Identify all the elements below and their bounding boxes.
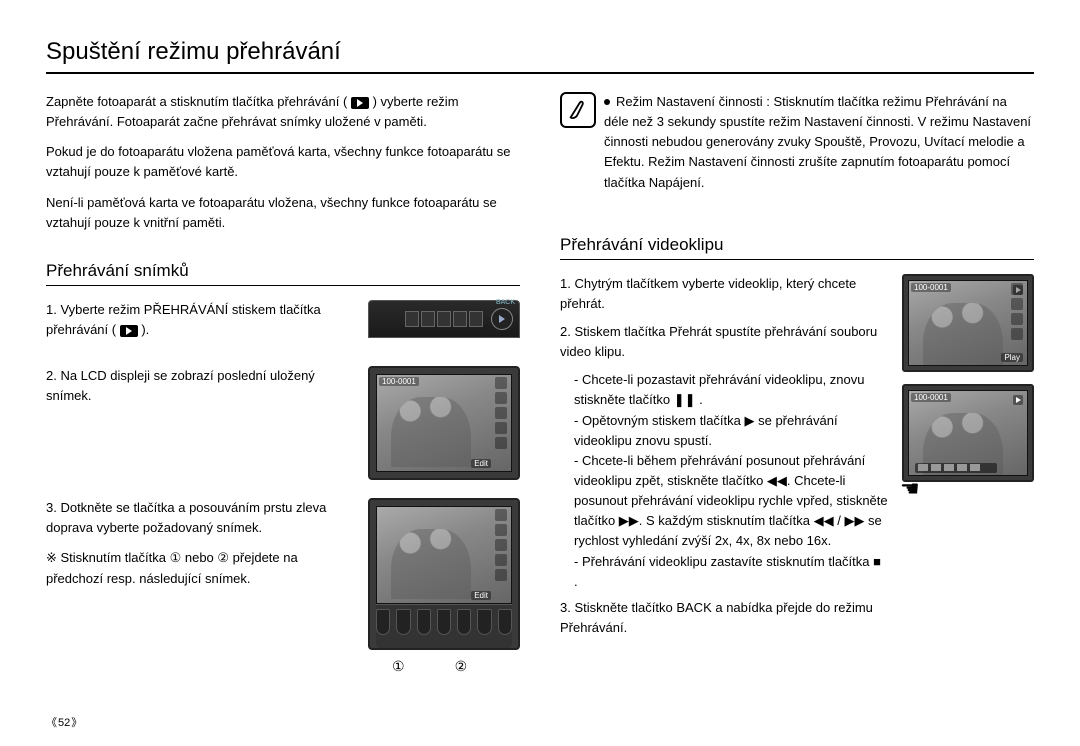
file-number-label: 100-0001: [379, 377, 419, 386]
note-icon: [560, 92, 596, 128]
lcd-preview-1: 100-0001 Edit: [368, 366, 520, 480]
video-step2: 2. Stiskem tlačítka Přehrát spustíte pře…: [560, 322, 888, 362]
file-number-label: 100-0001: [911, 393, 951, 402]
file-number-label: 100-0001: [911, 283, 951, 292]
intro-p1: Zapněte fotoaparát a stisknutím tlačítka…: [46, 92, 520, 132]
video-steps: 1. Chytrým tlačítkem vyberte videoklip, …: [560, 274, 888, 646]
note-box: Režim Nastavení činnosti : Stisknutím tl…: [560, 92, 1034, 193]
intro-block: Zapněte fotoaparát a stisknutím tlačítka…: [46, 92, 520, 233]
section-heading-images: Přehrávání snímků: [46, 261, 520, 286]
back-label: BACK: [496, 299, 515, 306]
left-column: Zapněte fotoaparát a stisknutím tlačítka…: [46, 92, 520, 693]
video-scrub-bar: [915, 463, 997, 473]
video-step1: 1. Chytrým tlačítkem vyberte videoklip, …: [560, 274, 888, 314]
note-text: Režim Nastavení činnosti : Stisknutím tl…: [604, 94, 1031, 190]
playback-icon: [120, 325, 138, 337]
intro-p2: Pokud je do fotoaparátu vložena paměťová…: [46, 142, 520, 182]
edit-label: Edit: [471, 591, 491, 600]
video-lcd-2: 100-0001 ☚: [902, 384, 1034, 482]
intro-p1a: Zapněte fotoaparát a stisknutím tlačítka…: [46, 94, 351, 109]
step-note-text: ※ Stisknutím tlačítka ① nebo ② přejdete …: [46, 548, 354, 588]
play-circle-icon: [491, 308, 513, 330]
right-column: Režim Nastavení činnosti : Stisknutím tl…: [560, 92, 1034, 693]
page-number: 52: [46, 714, 82, 730]
hand-cursor-icon: ☚: [900, 476, 920, 502]
play-label: Play: [1001, 353, 1023, 362]
video-step2b: - Opětovným stiskem tlačítka ▶ se přehrá…: [560, 411, 888, 451]
video-step2d: - Přehrávání videoklipu zastavíte stiskn…: [560, 552, 888, 592]
video-step2a: - Chcete-li pozastavit přehrávání videok…: [560, 370, 888, 410]
step1-text: 1. Vyberte režim PŘEHRÁVÁNÍ stiskem tlač…: [46, 300, 354, 340]
intro-p3: Není-li paměťová karta ve fotoaparátu vl…: [46, 193, 520, 233]
play-tri-icon: [1013, 395, 1023, 405]
camera-top-strip: BACK: [368, 300, 520, 338]
video-step2c: - Chcete-li během přehrávání posunout př…: [560, 451, 888, 552]
page-title: Spuštění režimu přehrávání: [46, 38, 1034, 74]
section-heading-video: Přehrávání videoklipu: [560, 235, 1034, 260]
video-lcd-1: 100-0001 Play: [902, 274, 1034, 372]
video-step3: 3. Stiskněte tlačítko BACK a nabídka pře…: [560, 598, 888, 638]
step2-text: 2. Na LCD displeji se zobrazí poslední u…: [46, 366, 354, 406]
touch-button-row: [376, 604, 512, 648]
circle-markers: ① ②: [368, 658, 520, 675]
playback-icon: [351, 97, 369, 109]
edit-label: Edit: [471, 459, 491, 468]
lcd-preview-2: Edit ① ②: [368, 498, 520, 675]
step3-text: 3. Dotkněte se tlačítka a posouváním prs…: [46, 498, 354, 538]
